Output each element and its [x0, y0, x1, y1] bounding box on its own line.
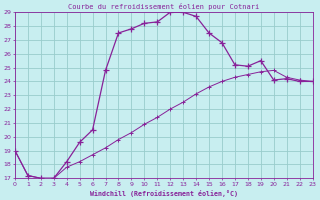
X-axis label: Windchill (Refroidissement éolien,°C): Windchill (Refroidissement éolien,°C) [90, 190, 238, 197]
Title: Courbe du refroidissement éolien pour Cotnari: Courbe du refroidissement éolien pour Co… [68, 3, 260, 10]
